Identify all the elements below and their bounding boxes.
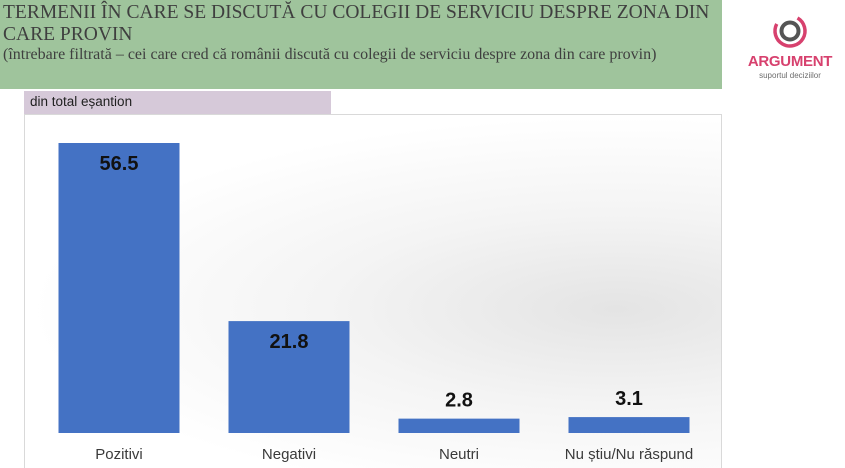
bar-value-label: 21.8	[270, 331, 309, 353]
bar-2	[398, 418, 520, 433]
argument-logo: ARGUMENT suportul deciziilor	[740, 12, 840, 82]
bar-3	[568, 417, 690, 433]
target-logo-icon	[773, 14, 807, 48]
category-label: Pozitivi	[95, 446, 143, 463]
bar-0	[58, 143, 180, 433]
page-title: TERMENII ÎN CARE SE DISCUTĂ CU COLEGII D…	[3, 2, 710, 45]
sample-filter-label: din total eșantion	[24, 91, 331, 114]
page-subtitle: (întrebare filtrată – cei care cred că r…	[3, 46, 657, 63]
bar-chart: 56.5 Pozitivi 21.8 Negativi 2.8 Neutri 3.1 Nu ș…	[58, 143, 693, 463]
category-label: Negativi	[262, 446, 316, 463]
bar-value-label: 56.5	[100, 153, 139, 175]
logo-brand: ARGUMENT	[747, 53, 833, 70]
category-label: Neutri	[439, 446, 479, 463]
chart-area: 56.5 Pozitivi 21.8 Negativi 2.8 Neutri 3.1 Nu ș…	[24, 114, 722, 468]
bar-1	[228, 321, 350, 433]
bar-value-label: 2.8	[445, 390, 473, 412]
category-label: Nu știu/Nu răspund	[565, 446, 693, 463]
title-banner: TERMENII ÎN CARE SE DISCUTĂ CU COLEGII D…	[0, 0, 722, 89]
sample-filter-text: din total eșantion	[30, 94, 133, 109]
bar-value-label: 3.1	[615, 388, 643, 410]
logo-tagline: suportul deciziilor	[759, 71, 821, 80]
